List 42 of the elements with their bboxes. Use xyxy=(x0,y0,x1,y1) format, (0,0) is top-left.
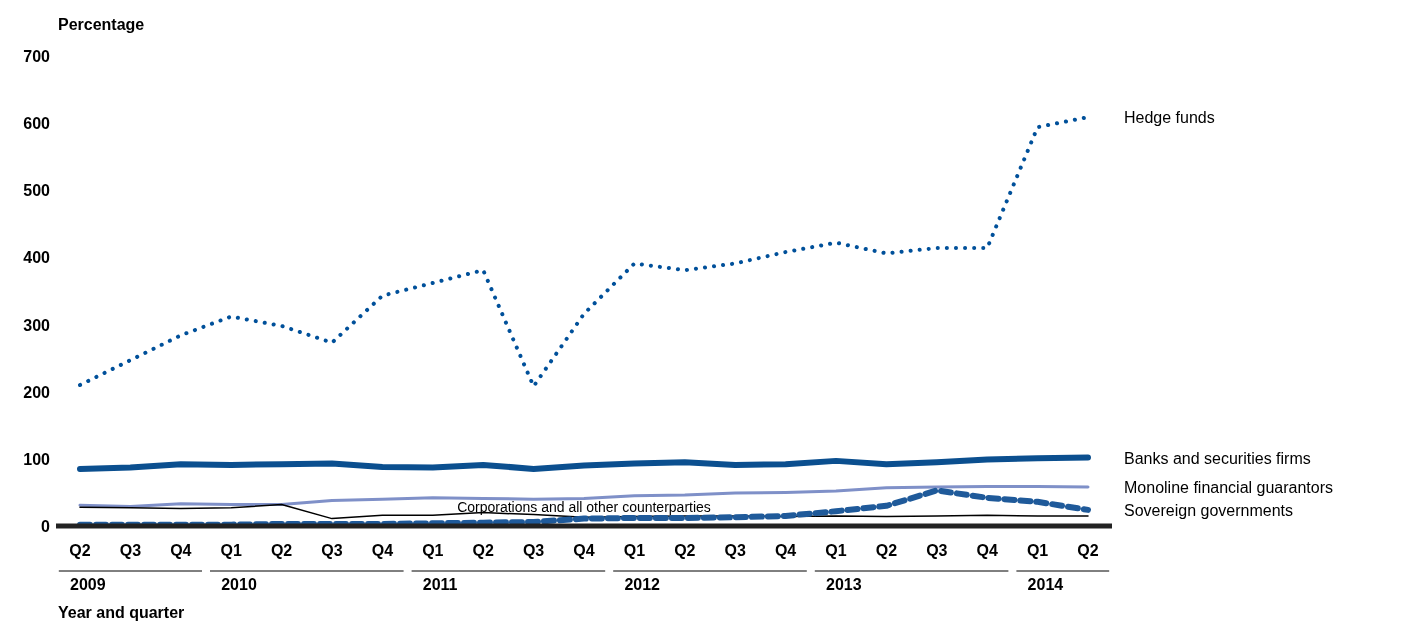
y-tick-label: 600 xyxy=(23,115,51,133)
x-tick-label: Q1 xyxy=(623,542,646,559)
x-tick-label: Q3 xyxy=(119,542,142,559)
text: Hedge funds xyxy=(1124,109,1215,127)
y-tick-label: 500 xyxy=(23,182,51,200)
text: Banks and securities firms xyxy=(1124,449,1311,467)
text: 2014 xyxy=(1027,576,1064,593)
y-tick-label: 200 xyxy=(23,383,51,401)
x-tick-label: Q3 xyxy=(926,542,948,559)
y-axis-title: Percentage xyxy=(58,16,145,33)
x-tick-label: Q4 xyxy=(573,542,595,559)
text: 2010 xyxy=(221,576,257,593)
x-tick-label: Q1 xyxy=(220,542,242,559)
x-tick-label: Q1 xyxy=(1026,542,1049,559)
x-tick-label: Q2 xyxy=(69,542,91,559)
x-tick-label: Q4 xyxy=(170,542,192,559)
text: Monoline financial guarantors xyxy=(1124,479,1334,497)
x-tick-label: Q3 xyxy=(522,542,545,559)
x-tick-label: Q3 xyxy=(724,542,746,559)
x-tick-label: Q1 xyxy=(825,542,847,559)
y-tick-label: 400 xyxy=(23,249,51,267)
x-tick-label: Q4 xyxy=(371,542,394,559)
x-tick-label: Q4 xyxy=(774,542,797,559)
x-axis-title: Year and quarter xyxy=(58,604,185,621)
y-tick-label: 700 xyxy=(23,48,51,65)
x-tick-label: Q2 xyxy=(270,542,293,559)
y-tick-label: 300 xyxy=(23,316,51,334)
series-label: Corporations and all other counterparties xyxy=(457,499,711,516)
text: 2013 xyxy=(826,576,862,593)
text: 2009 xyxy=(70,576,106,593)
y-tick-label: 100 xyxy=(23,450,51,468)
x-tick-label: Q2 xyxy=(472,542,494,559)
y-tick-label: 0 xyxy=(41,518,51,535)
text: Sovereign governments xyxy=(1124,501,1293,519)
text: 2011 xyxy=(422,576,458,593)
x-tick-label: Q3 xyxy=(321,542,343,559)
x-tick-label: Q2 xyxy=(875,542,898,559)
x-tick-label: Q4 xyxy=(976,542,998,559)
x-tick-label: Q2 xyxy=(1077,542,1099,559)
x-tick-label: Q2 xyxy=(674,542,696,559)
x-tick-label: Q1 xyxy=(422,542,444,559)
text: 2012 xyxy=(624,576,661,593)
